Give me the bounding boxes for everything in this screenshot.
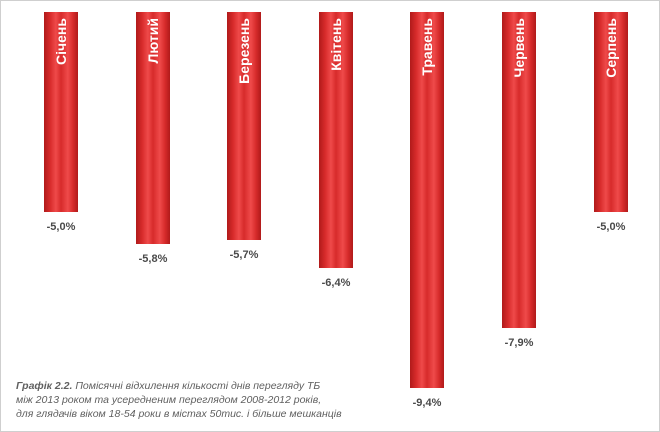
category-label-7: Серпень: [603, 18, 619, 78]
value-label-5: -9,4%: [413, 397, 442, 409]
caption-line-1: Графік 2.2. Помісячні відхилення кількос…: [16, 379, 396, 393]
bar-2: [136, 12, 170, 244]
bar-4: [319, 12, 353, 268]
caption-lead: Графік 2.2.: [16, 380, 73, 392]
category-label-6: Червень: [511, 18, 527, 78]
bars-layer: Січень -5,0% Лютий -5,8% Березень -5,7% Квітен…: [44, 12, 628, 409]
bar-1: [44, 12, 78, 212]
category-label-4: Квітень: [328, 18, 344, 71]
bar-5: [410, 12, 444, 388]
category-label-2: Лютий: [145, 18, 161, 64]
chart-caption: Графік 2.2. Помісячні відхилення кількос…: [16, 379, 396, 421]
value-label-1: -5,0%: [47, 221, 76, 233]
value-label-6: -7,9%: [505, 337, 534, 349]
bar-7: [594, 12, 628, 212]
category-label-5: Травень: [419, 18, 435, 76]
bar-6: [502, 12, 536, 328]
bar-3: [227, 12, 261, 240]
caption-line-1-text: Помісячні відхилення кількості днів пере…: [72, 380, 321, 392]
category-label-3: Березень: [236, 18, 252, 84]
value-label-7: -5,0%: [597, 221, 626, 233]
caption-line-2: між 2013 роком та усередненим переглядом…: [16, 394, 322, 406]
caption-line-3: для глядачів віком 18-54 роки в містах 5…: [16, 408, 342, 420]
value-label-3: -5,7%: [230, 249, 259, 261]
value-label-2: -5,8%: [139, 253, 168, 265]
value-label-4: -6,4%: [322, 277, 351, 289]
category-label-1: Січень: [53, 18, 69, 65]
